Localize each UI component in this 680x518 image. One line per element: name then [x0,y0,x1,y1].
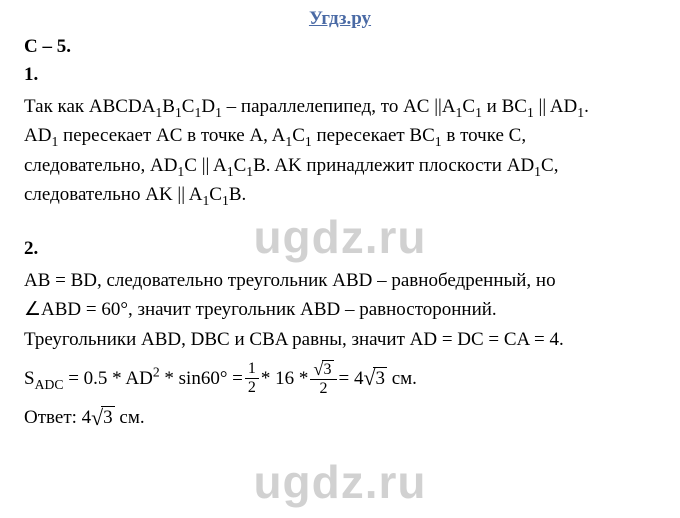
problem-2-text: AB = BD, следовательно треугольник ABD –… [24,266,656,354]
text: B. [229,184,246,205]
text: * sin60° = [160,368,243,389]
text: = 4 [339,368,364,389]
denominator: 2 [245,379,259,396]
text: в точке C, [442,125,526,146]
text: C || A [184,155,226,176]
fraction-root3-over-2: √3 2 [310,360,336,397]
text: C [209,184,222,205]
text: пересекает BC [312,125,435,146]
text: C [182,96,195,117]
text: S [24,368,35,389]
text: см. [387,368,417,389]
text: ∠ABD = 60°, значит треугольник ABD – рав… [24,299,497,320]
subscript: 1 [305,134,312,149]
text: C, [541,155,558,176]
subscript: 1 [175,105,182,120]
text: C [234,155,247,176]
subscript: 1 [215,105,222,120]
subscript: ADC [35,377,64,392]
text: . [584,96,589,117]
sqrt-icon: √3 [363,368,387,390]
area-formula: SADC = 0.5 * AD2 * sin60° = 1 2 * 16 * √… [24,360,656,397]
problem-2-number: 2. [24,238,656,260]
text: следовательно, AD [24,155,177,176]
subscript: 1 [227,164,234,179]
text: Так как ABCDA [24,96,155,117]
problem-1-text: Так как ABCDA1B1C1D1 – параллелепипед, т… [24,92,656,210]
text: D [201,96,215,117]
text: AD [24,125,51,146]
denominator: 2 [310,380,336,397]
subscript: 1 [222,193,229,208]
text: следовательно AK || A [24,184,202,205]
text: AB = BD, следовательно треугольник ABD –… [24,270,556,291]
subscript: 1 [527,105,534,120]
subscript: 1 [475,105,482,120]
text: – параллелепипед, то AC ||A [222,96,456,117]
text: и BC [482,96,527,117]
answer-line: Ответ: 4√3 см. [24,407,656,429]
subscript: 1 [435,134,442,149]
text: C [462,96,475,117]
sqrt-icon: √3 [313,360,333,378]
text: B. AK принадлежит плоскости AD [253,155,534,176]
text: C [292,125,305,146]
text: || AD [534,96,578,117]
text: Треугольники ABD, DBC и CBA равны, значи… [24,329,564,350]
text: см. [115,407,145,428]
text: пересекает AC в точке A, A [58,125,285,146]
subscript: 1 [534,164,541,179]
text: = 0.5 * AD [63,368,152,389]
answer-label: Ответ: 4 [24,407,91,428]
text: * 16 * [261,361,309,397]
watermark-text: ugdz.ru [0,455,680,509]
text: B [162,96,175,117]
problem-1-number: 1. [24,64,656,86]
section-header: С – 5. [24,36,656,58]
source-link[interactable]: Угдз.ру [24,8,656,30]
numerator: 1 [245,361,259,379]
sqrt-icon: √3 [91,408,115,430]
numerator: √3 [310,360,336,380]
superscript: 2 [153,364,160,379]
fraction-one-half: 1 2 [245,361,259,396]
